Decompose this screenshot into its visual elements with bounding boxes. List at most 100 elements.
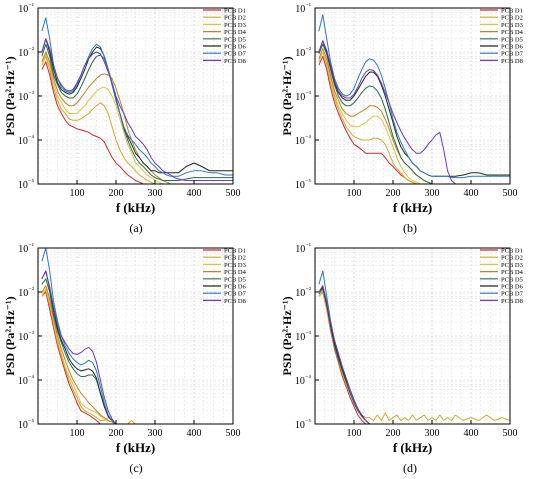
series-line-pcb-d2 [318,291,510,421]
panel-label: (b) [403,221,417,235]
series-line-pcb-d1 [41,61,233,184]
x-tick-label: 400 [187,428,202,439]
legend-label: PCB D4 [501,29,524,36]
x-tick-label: 200 [386,428,401,439]
y-tick-label: 10⁻¹ [295,242,311,255]
y-tick-label: 10⁻⁴ [18,134,35,147]
legend-label: PCB D7 [224,291,247,298]
legend-label: PCB D6 [224,44,247,51]
legend-label: PCB D4 [501,269,524,276]
y-tick-label: 10⁻³ [295,90,311,103]
y-tick-label: 10⁻² [295,46,311,59]
x-tick-label: 200 [109,428,124,439]
panel-label: (c) [129,461,142,475]
chart-panel-4: 100 200 300 400 500 10⁻¹ 10⁻² 10⁻³ 10⁻⁴ 10⁻⁵ f (kH… [280,242,524,475]
legend-label: PCB D1 [224,248,246,255]
legend-label: PCB D5 [224,276,246,283]
y-axis-label: PSD (Pa²·Hz⁻¹) [3,56,17,135]
legend-label: PCB D3 [224,22,246,29]
x-tick-label: 100 [347,428,362,439]
y-tick-label: 10⁻⁴ [295,374,312,387]
x-tick-label: 500 [503,428,518,439]
x-tick-label: 400 [464,428,479,439]
series-line-pcb-d5 [318,288,510,424]
x-tick-label: 400 [187,188,202,199]
x-tick-label: 400 [464,188,479,199]
legend-label: PCB D4 [224,29,247,36]
x-tick-label: 500 [503,188,518,199]
x-tick-label: 300 [148,428,163,439]
x-axis-label: f (kHz) [116,440,155,455]
series-line-pcb-d3 [318,51,510,184]
series-line-pcb-d5 [318,43,510,184]
y-axis-label: PSD (Pa²·Hz⁻¹) [280,296,294,375]
y-tick-label: 10⁻¹ [18,2,34,15]
x-tick-label: 300 [148,188,163,199]
series-line-pcb-d4 [318,288,510,424]
legend-label: PCB D1 [224,8,246,15]
y-tick-label: 10⁻¹ [295,2,311,15]
x-tick-label: 300 [425,428,440,439]
legend-label: PCB D3 [501,262,523,269]
legend-label: PCB D6 [224,284,247,291]
legend-label: PCB D1 [501,8,523,15]
y-tick-label: 10⁻⁵ [18,418,35,431]
series-line-pcb-d2 [318,51,510,184]
series-line-pcb-d1 [318,291,510,424]
legend-label: PCB D1 [501,248,523,255]
legend-label: PCB D2 [501,15,523,22]
series-line-pcb-d8 [41,270,233,424]
legend-label: PCB D3 [501,22,523,29]
y-tick-label: 10⁻⁴ [18,374,35,387]
y-tick-label: 10⁻² [18,286,34,299]
series-group [318,14,510,184]
legend-label: PCB D5 [224,36,246,43]
series-line-pcb-d5 [41,278,233,424]
legend-label: PCB D2 [224,255,246,262]
legend-label: PCB D7 [501,291,524,298]
series-line-pcb-d6 [41,270,233,424]
legend-label: PCB D8 [224,298,246,305]
series-line-pcb-d1 [41,291,233,424]
y-tick-label: 10⁻² [18,46,34,59]
series-line-pcb-d6 [318,40,510,177]
y-tick-label: 10⁻⁵ [18,178,35,191]
series-line-pcb-d8 [318,40,510,184]
x-tick-label: 500 [226,428,241,439]
series-line-pcb-d2 [41,55,233,184]
legend-label: PCB D4 [224,269,247,276]
series-line-pcb-d8 [41,38,233,181]
y-axis-label: PSD (Pa²·Hz⁻¹) [280,56,294,135]
x-axis-label: f (kHz) [393,440,432,455]
legend-label: PCB D8 [501,298,523,305]
legend-label: PCB D5 [501,276,523,283]
y-axis-label: PSD (Pa²·Hz⁻¹) [3,296,17,375]
y-tick-label: 10⁻¹ [18,242,34,255]
series-line-pcb-d5 [41,43,233,181]
y-tick-label: 10⁻² [295,286,311,299]
series-group [41,248,233,424]
x-tick-label: 100 [70,428,85,439]
y-tick-label: 10⁻⁵ [295,418,312,431]
y-tick-label: 10⁻⁴ [295,134,312,147]
series-line-pcb-d3 [41,288,233,424]
x-axis-label: f (kHz) [393,200,432,215]
series-line-pcb-d7 [41,248,233,424]
y-tick-label: 10⁻³ [18,330,34,343]
legend-label: PCB D8 [501,58,523,65]
series-line-pcb-d3 [41,53,233,184]
series-line-pcb-d4 [41,285,233,424]
chart-panel-3: 100 200 300 400 500 10⁻¹ 10⁻² 10⁻³ 10⁻⁴ 10⁻⁵ f (kH… [3,242,247,475]
legend-label: PCB D2 [224,15,246,22]
series-line-pcb-d7 [41,17,233,177]
series-line-pcb-d7 [318,14,510,179]
legend-label: PCB D5 [501,36,523,43]
series-line-pcb-d2 [41,289,233,424]
x-tick-label: 200 [109,188,124,199]
series-line-pcb-d1 [318,55,510,184]
legend-label: PCB D6 [501,44,524,51]
y-tick-label: 10⁻³ [18,90,34,103]
x-tick-label: 100 [70,188,85,199]
x-tick-label: 500 [226,188,241,199]
